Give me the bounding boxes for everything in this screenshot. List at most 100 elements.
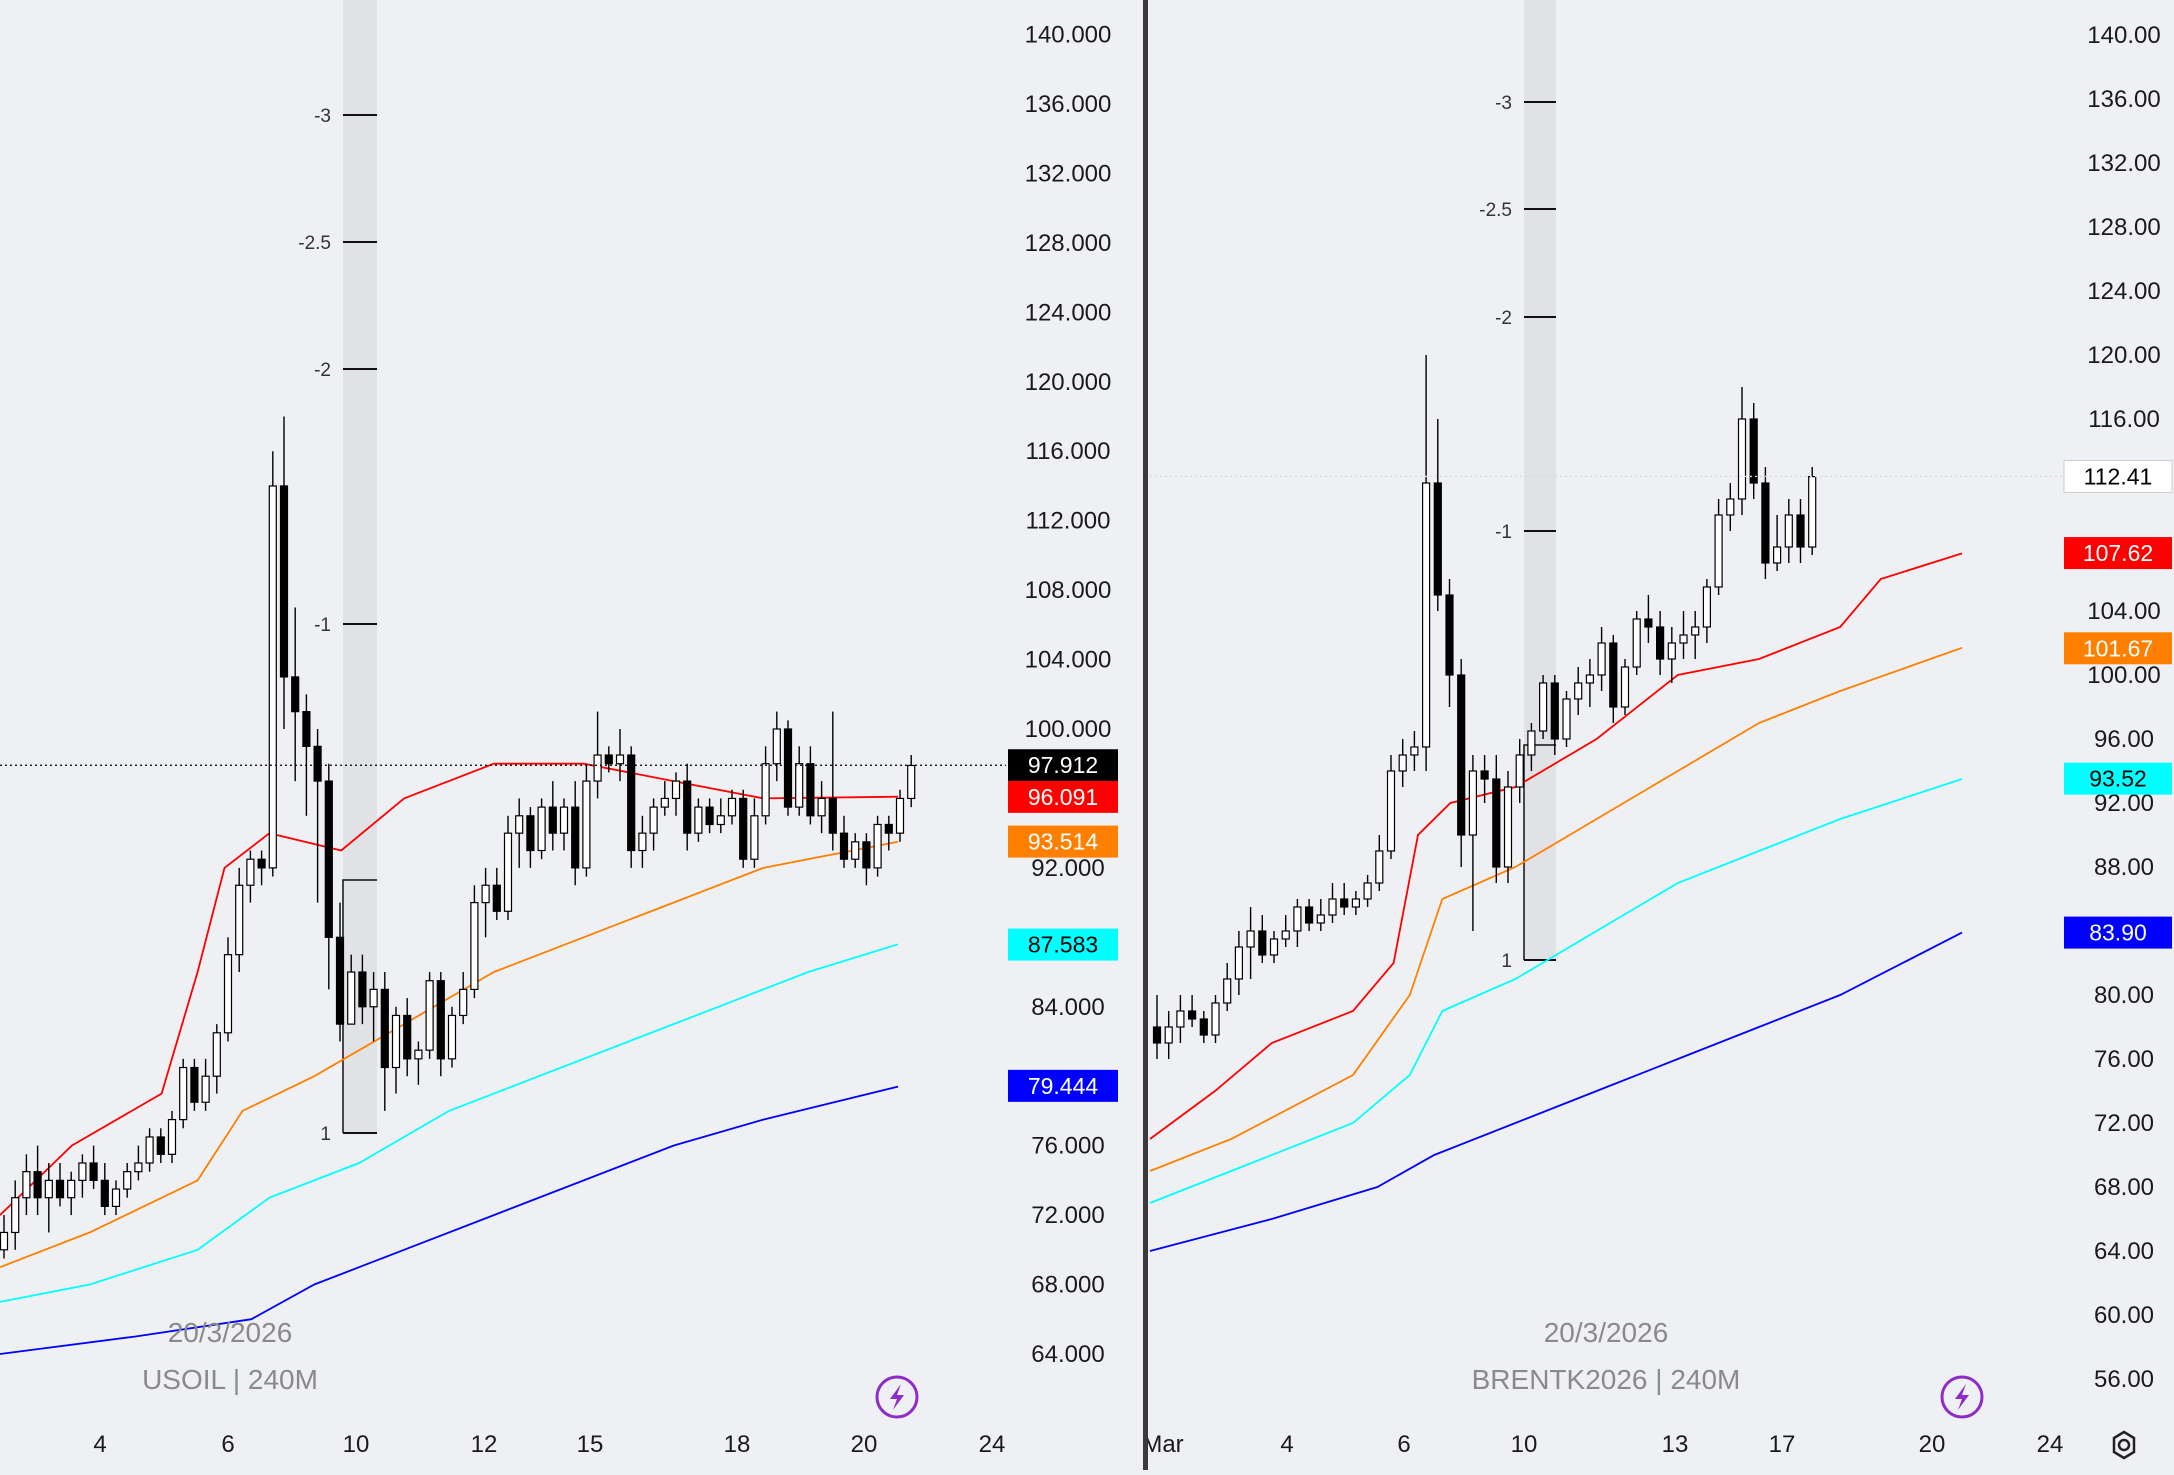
candle-body — [649, 806, 658, 834]
lightning-icon[interactable] — [875, 1375, 919, 1419]
fib-label: -1 — [1495, 522, 1512, 543]
chart-pane-brent[interactable]: -3 -2.5 -2 -1 1 140.00 136.00 132.00 128.00 124.0… — [1142, 0, 2173, 1458]
x-tick-label: 4 — [1280, 1431, 1293, 1458]
candle-body — [1234, 946, 1244, 980]
settings-icon-center — [2117, 1438, 2131, 1452]
x-axis: 4 6 10 12 15 18 20 24 — [93, 1431, 1005, 1458]
candle-body — [1737, 418, 1747, 500]
x-tick-label: 4 — [93, 1431, 106, 1458]
candle-body — [884, 823, 893, 834]
pane-divider[interactable] — [1143, 0, 1148, 1470]
chart-pane-usoil[interactable]: -3-2.5-2-11140.000136.000132.000128.0001… — [0, 0, 1118, 1458]
candle-body — [470, 901, 479, 990]
candle-body — [302, 711, 311, 747]
candle-body — [1445, 594, 1454, 676]
moving-average-line — [1149, 646, 1963, 1172]
y-tick-label: 68.000 — [1031, 1272, 1104, 1299]
x-tick-label: 24 — [979, 1431, 1006, 1458]
candle-body — [1269, 938, 1279, 956]
fib-levels: -3 -2.5 -2 -1 1 — [1479, 93, 1556, 972]
candle-body — [1258, 930, 1267, 956]
y-tick-label: 76.000 — [1031, 1133, 1104, 1160]
candle-body — [593, 754, 602, 782]
candle-body — [78, 1162, 87, 1181]
settings-icon[interactable] — [2112, 1430, 2136, 1460]
candle-body — [1152, 1026, 1162, 1044]
y-tick-label: 128.000 — [1025, 230, 1112, 257]
candle-body — [201, 1075, 210, 1103]
candle-body — [1503, 786, 1513, 868]
lightning-icon-bolt — [890, 1384, 904, 1410]
price-tag-label: 93.514 — [1028, 829, 1099, 855]
candle-body — [705, 806, 714, 826]
fib-box — [342, 879, 377, 1133]
candle-body — [44, 1179, 53, 1199]
lightning-icon-ring — [1940, 1375, 1984, 1419]
candle-body — [492, 884, 501, 912]
y-tick-label: 140.00 — [2087, 22, 2160, 49]
candle-body — [1772, 546, 1782, 564]
price-tag-box — [1008, 780, 1118, 813]
moving-averages — [1149, 552, 1963, 1252]
price-tag-label: 107.62 — [2083, 540, 2153, 566]
fib-levels: -3 -2.5 -2 -1 1 — [298, 106, 377, 1145]
candle-body — [503, 832, 513, 912]
candle-body — [895, 797, 905, 834]
y-tick-label: 124.000 — [1025, 299, 1112, 326]
fib-label: -3 — [314, 106, 331, 127]
price-tags: 112.41 107.62 101.67 93.52 83.90 — [2063, 459, 2173, 949]
candle-body — [1808, 476, 1817, 548]
candle-body — [727, 797, 737, 817]
candle-body — [1480, 770, 1489, 780]
candle-body — [817, 797, 826, 817]
candle-body — [268, 485, 277, 869]
lightning-icon-bolt — [1955, 1384, 1969, 1410]
price-tag-box — [1008, 928, 1118, 961]
candle-body — [347, 971, 356, 1025]
candle-body — [548, 806, 557, 834]
price-tag-box — [2064, 762, 2172, 795]
candle-body — [1211, 1002, 1220, 1036]
candle-body — [145, 1136, 154, 1164]
candle-body — [335, 936, 345, 1025]
candle-body — [716, 815, 725, 826]
lightning-icon[interactable] — [1940, 1375, 1984, 1419]
y-tick-label: 104.00 — [2087, 598, 2160, 625]
candle-body — [1632, 618, 1641, 668]
y-tick-label: 84.000 — [1031, 994, 1104, 1021]
price-tag-box — [2064, 916, 2172, 949]
candle-body — [1246, 930, 1255, 948]
price-tag-label: 87.583 — [1028, 932, 1098, 958]
candle-body — [1562, 698, 1571, 740]
candle-body — [380, 988, 389, 1069]
candle-body — [459, 988, 468, 1017]
price-tag-box — [1008, 825, 1118, 858]
candle-body — [447, 1014, 457, 1060]
candle-body — [1574, 682, 1583, 700]
candle-body — [1176, 1010, 1185, 1028]
candle-body — [1527, 730, 1536, 756]
fib-label: -2 — [1495, 308, 1512, 329]
candle-body — [1199, 1018, 1208, 1036]
y-tick-label: 140.000 — [1025, 22, 1112, 49]
candle-body — [795, 763, 804, 808]
x-tick-label: 6 — [221, 1431, 234, 1458]
candle-body — [806, 763, 815, 817]
y-tick-label: 112.000 — [1026, 508, 1111, 535]
candle-body — [1726, 498, 1735, 516]
price-tag-box — [2064, 632, 2172, 665]
y-tick-label: 72.000 — [1031, 1202, 1104, 1229]
y-tick-label: 96.00 — [2094, 726, 2154, 753]
candle-body — [100, 1179, 109, 1207]
candle-body — [1702, 586, 1712, 628]
candle-body — [1340, 898, 1349, 908]
y-axis: 140.000 136.000 132.000 128.000 124.000 120.0… — [1025, 22, 1112, 1368]
price-tag-box — [2063, 459, 2173, 493]
y-tick-label: 80.00 — [2094, 982, 2154, 1009]
y-tick-label: 76.00 — [2094, 1046, 2154, 1073]
candle-body — [1468, 770, 1478, 836]
symbol-label: USOIL | 240M — [142, 1364, 318, 1395]
candle-body — [223, 954, 233, 1034]
candle-body — [515, 815, 524, 834]
